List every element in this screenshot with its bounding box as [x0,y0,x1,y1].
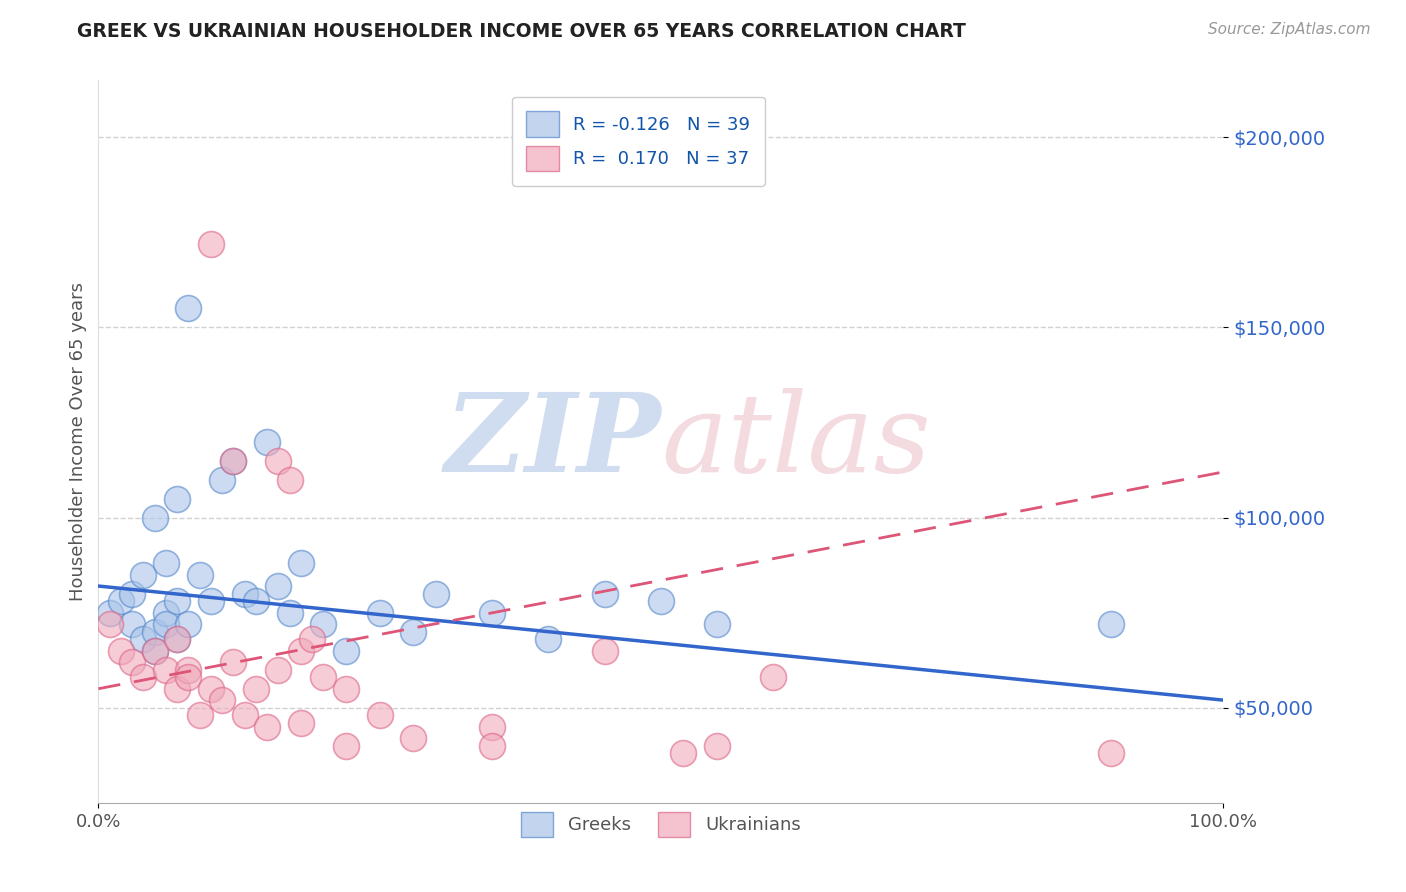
Point [290,715,312,730]
Text: ZIP: ZIP [444,388,661,495]
Point [593,587,616,601]
Text: GREEK VS UKRAINIAN HOUSEHOLDER INCOME OVER 65 YEARS CORRELATION CHART: GREEK VS UKRAINIAN HOUSEHOLDER INCOME OV… [77,22,966,41]
Point [706,739,728,753]
Point [290,556,312,570]
Point [143,510,166,524]
Point [155,556,177,570]
Point [110,594,132,608]
Point [278,473,301,487]
Point [177,301,200,316]
Point [222,453,245,467]
Point [177,663,200,677]
Point [121,587,143,601]
Point [211,693,233,707]
Point [143,643,166,657]
Point [290,643,312,657]
Point [368,708,391,723]
Point [481,606,503,620]
Point [672,747,695,761]
Point [245,594,267,608]
Point [121,617,143,632]
Point [402,624,425,639]
Point [256,434,278,449]
Point [121,655,143,669]
Legend: Greeks, Ukrainians: Greeks, Ukrainians [513,805,808,845]
Point [132,670,155,684]
Point [312,670,335,684]
Text: atlas: atlas [661,388,931,495]
Point [166,594,188,608]
Point [188,708,211,723]
Point [481,720,503,734]
Point [627,856,650,871]
Point [200,236,222,251]
Point [143,624,166,639]
Point [762,670,785,684]
Point [278,606,301,620]
Point [233,587,256,601]
Point [166,632,188,647]
Point [211,473,233,487]
Point [98,617,121,632]
Point [132,632,155,647]
Point [200,594,222,608]
Point [335,681,357,696]
Point [166,632,188,647]
Point [650,594,672,608]
Point [368,606,391,620]
Point [188,567,211,582]
Point [301,632,323,647]
Point [200,681,222,696]
Point [1099,747,1122,761]
Point [98,606,121,620]
Point [267,579,290,593]
Point [335,643,357,657]
Point [132,567,155,582]
Point [222,453,245,467]
Point [256,720,278,734]
Point [335,739,357,753]
Point [267,453,290,467]
Point [143,643,166,657]
Point [155,606,177,620]
Point [267,663,290,677]
Point [425,587,447,601]
Point [155,663,177,677]
Point [706,617,728,632]
Point [481,739,503,753]
Point [593,643,616,657]
Point [402,731,425,746]
Point [222,655,245,669]
Point [177,670,200,684]
Point [233,708,256,723]
Point [155,617,177,632]
Point [312,617,335,632]
Point [166,491,188,506]
Text: Source: ZipAtlas.com: Source: ZipAtlas.com [1208,22,1371,37]
Y-axis label: Householder Income Over 65 years: Householder Income Over 65 years [69,282,87,601]
Point [1099,617,1122,632]
Point [245,681,267,696]
Point [110,643,132,657]
Point [166,681,188,696]
Point [177,617,200,632]
Point [537,632,560,647]
